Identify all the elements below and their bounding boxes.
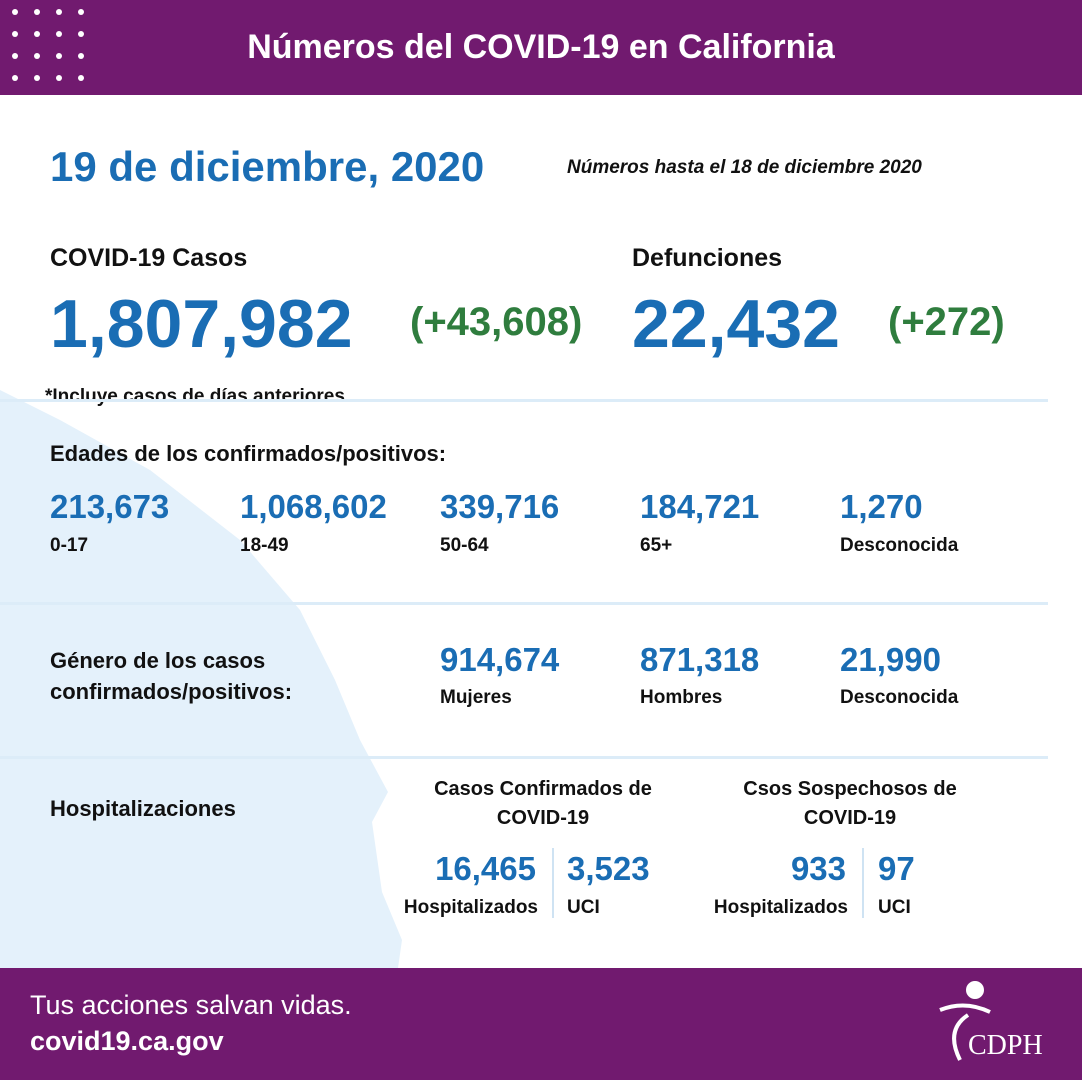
age-label: 65+ [640, 535, 673, 556]
deaths-total: 22,432 [632, 286, 840, 362]
age-value: 213,673 [50, 488, 170, 525]
gender-label: Hombres [640, 687, 723, 708]
footer-url[interactable]: covid19.ca.gov [30, 1026, 224, 1056]
deaths-label: Defunciones [632, 244, 783, 272]
logo-text: CDPH [968, 1030, 1043, 1061]
cases-change: (+43,608) [410, 300, 583, 344]
as-of: Números hasta el 18 de diciembre 2020 [567, 157, 922, 178]
suspected-title: Csos Sospechosos de COVID-19 [743, 778, 957, 829]
suspected-hosp-value: 933 [790, 850, 846, 887]
hosp-title: Hospitalizaciones [50, 796, 236, 821]
date: 19 de diciembre, 2020 [50, 143, 485, 190]
gender-value: 914,674 [440, 641, 560, 678]
age-label: 0-17 [50, 535, 89, 556]
divider [0, 399, 1048, 402]
confirmed-icu-value: 3,523 [567, 850, 650, 887]
cases-total: 1,807,982 [50, 286, 353, 362]
cases-note: *Incluye casos de días anteriores [45, 386, 345, 407]
age-value: 1,068,602 [240, 488, 387, 525]
footer-bar [0, 968, 1082, 1080]
ages-title: Edades de los confirmados/positivos: [50, 441, 447, 466]
cases-label: COVID-19 Casos [50, 244, 248, 272]
header-bar [0, 0, 1082, 95]
divider [0, 756, 1048, 759]
deaths-change: (+272) [888, 300, 1005, 344]
gender-label: Desconocida [840, 687, 959, 708]
confirmed-icu-label: UCI [567, 897, 600, 918]
gender-value: 21,990 [840, 641, 941, 678]
age-label: 50-64 [440, 535, 489, 556]
suspected-icu-label: UCI [878, 897, 911, 918]
dot-pattern [12, 9, 84, 81]
age-value: 1,270 [840, 488, 923, 525]
gender-title: Género de los casos confirmados/positivo… [50, 648, 293, 704]
age-value: 339,716 [440, 488, 560, 525]
gender-label: Mujeres [440, 687, 512, 708]
footer-tagline: Tus acciones salvan vidas. [30, 990, 352, 1020]
suspected-hosp-label: Hospitalizados [713, 897, 848, 918]
confirmed-hosp-value: 16,465 [435, 850, 536, 887]
confirmed-title: Casos Confirmados de COVID-19 [434, 778, 652, 829]
header-title: Números del COVID-19 en California [247, 28, 835, 66]
divider [862, 848, 864, 918]
gender-value: 871,318 [640, 641, 760, 678]
age-label: Desconocida [840, 535, 959, 556]
age-value: 184,721 [640, 488, 760, 525]
age-label: 18-49 [240, 535, 289, 556]
california-shape [0, 390, 402, 968]
divider [0, 602, 1048, 605]
confirmed-hosp-label: Hospitalizados [403, 897, 538, 918]
logo-figure [939, 981, 991, 1061]
divider [552, 848, 554, 918]
suspected-icu-value: 97 [878, 850, 915, 887]
